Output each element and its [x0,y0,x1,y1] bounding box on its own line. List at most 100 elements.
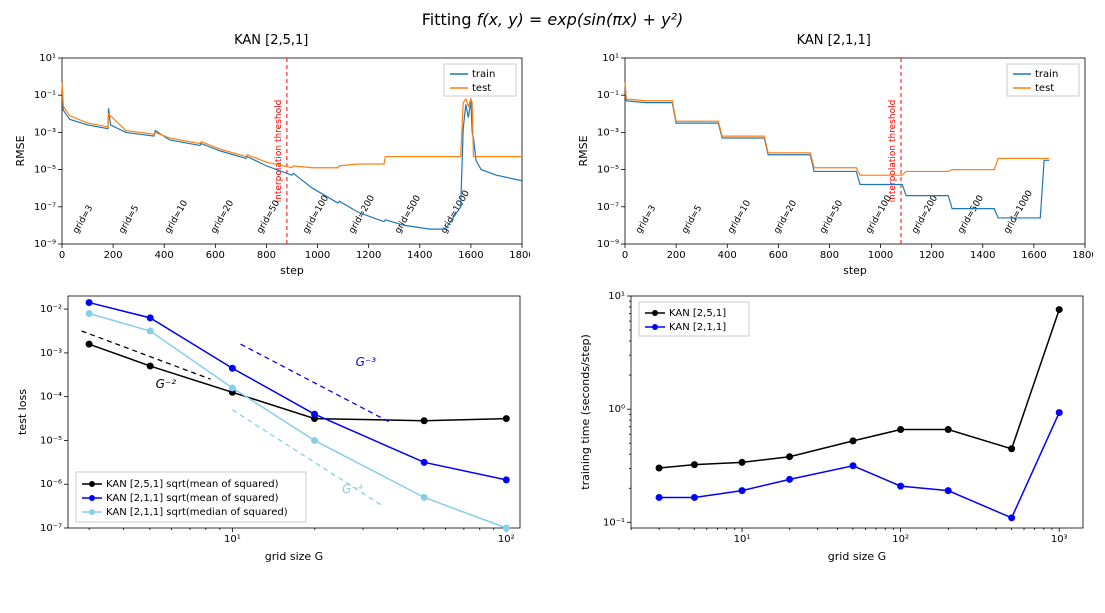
scaling-guide-label: G⁻² [156,377,177,391]
train-line [625,82,1049,218]
grid-annotation: grid=100 [864,194,894,236]
ytick-label: 10⁻⁴ [40,392,62,403]
test-line [625,82,1049,175]
xtick-label: 1600 [458,250,483,261]
y-axis-label: training time (seconds/step) [579,334,592,490]
series-marker [849,437,856,444]
grid-annotation: grid=3 [71,204,95,236]
series-marker [944,426,951,433]
panel-top-right: KAN [2,1,1] 0200400600800100012001400160… [573,33,1096,280]
series-marker [849,462,856,469]
series-marker [1055,306,1062,313]
ytick-label: 10⁻⁹ [596,239,618,250]
xtick-label: 1400 [407,250,432,261]
xtick-label: 1000 [305,250,330,261]
series-marker [421,459,428,466]
x-axis-label: grid size G [827,550,885,563]
series-marker [786,453,793,460]
ytick-label: 10⁻⁵ [40,435,62,446]
panel-bottom-left: 10¹10²10⁻⁷10⁻⁶10⁻⁵10⁻⁴10⁻³10⁻²grid size … [10,288,533,568]
series-marker [786,476,793,483]
y-axis-label: test loss [16,389,29,435]
y-axis-label: RMSE [14,135,27,166]
series-line [89,344,506,421]
ytick-label: 10⁻⁷ [596,202,618,213]
series-marker [503,476,510,483]
grid-annotation: grid=500 [393,194,423,236]
series-marker [503,525,510,532]
ytick-label: 10⁻⁷ [40,523,62,534]
series-marker [897,426,904,433]
series-marker [655,494,662,501]
xtick-label: 1800 [1072,250,1093,261]
legend-label: train [472,69,495,80]
legend-label: KAN [2,1,1] [669,322,726,333]
legend-label: test [1035,83,1054,94]
xtick-label: 200 [666,250,685,261]
series-marker [690,461,697,468]
grid-annotation: grid=500 [956,194,986,236]
y-axis-label: RMSE [577,135,590,166]
series-marker [147,314,154,321]
series-marker [503,415,510,422]
ytick-label: 10⁻³ [40,348,62,359]
xtick-label: 0 [621,250,627,261]
ytick-label: 10⁻¹ [596,90,618,101]
scaling-guide [82,331,211,379]
series-marker [147,363,154,370]
ytick-label: 10⁻³ [34,127,56,138]
grid-annotation: grid=5 [117,204,141,236]
grid-annotation: grid=3 [634,204,658,236]
xtick-label: 10¹ [733,534,750,545]
series-marker [311,437,318,444]
x-axis-label: grid size G [265,550,323,563]
ytick-label: 10⁻² [40,304,62,315]
legend-label: train [1035,69,1058,80]
series-marker [229,384,236,391]
ytick-label: 10⁻⁷ [34,202,56,213]
ytick-label: 10⁻⁹ [34,239,56,250]
series-marker [944,487,951,494]
grid-annotation: grid=200 [347,194,377,236]
subplot-title-tl: KAN [2,5,1] [10,33,533,48]
ytick-label: 10⁻¹ [602,517,624,528]
ytick-label: 10⁻³ [596,127,618,138]
grid-annotation: grid=200 [910,194,940,236]
legend-label: KAN [2,1,1] sqrt(mean of squared) [106,493,279,504]
grid-annotation: grid=20 [772,199,799,236]
chart-top-right: 02004006008001000120014001600180010⁻⁹10⁻… [573,50,1093,280]
interpolation-threshold-label: interpolation threshold [888,100,898,203]
ytick-label: 10⁻⁵ [596,165,618,176]
xtick-label: 1400 [970,250,995,261]
xtick-label: 1200 [356,250,381,261]
series-marker [421,494,428,501]
xtick-label: 1600 [1021,250,1046,261]
ytick-label: 10¹ [602,53,619,64]
series-marker [86,310,93,317]
xtick-label: 1200 [918,250,943,261]
grid-annotation: grid=10 [726,199,753,236]
ytick-label: 10⁻⁵ [34,165,56,176]
chart-bottom-right: 10¹10²10³10⁻¹10⁰10¹grid size Gtraining t… [573,288,1093,568]
xtick-label: 10³ [1050,534,1067,545]
grid-annotation: grid=10 [163,199,190,236]
legend-label: KAN [2,5,1] sqrt(mean of squared) [106,479,279,490]
xtick-label: 200 [104,250,123,261]
legend-label: test [472,83,491,94]
grid-annotation: grid=50 [818,199,845,236]
series-marker [690,494,697,501]
xtick-label: 10² [892,534,909,545]
panel-bottom-right: 10¹10²10³10⁻¹10⁰10¹grid size Gtraining t… [573,288,1096,568]
xtick-label: 10¹ [224,534,241,545]
series-marker [86,341,93,348]
series-marker [421,417,428,424]
ytick-label: 10¹ [39,53,56,64]
series-marker [311,411,318,418]
ytick-label: 10⁰ [608,404,625,415]
x-axis-label: step [280,264,304,277]
series-marker [897,483,904,490]
series-marker [1008,445,1015,452]
x-axis-label: step [843,264,867,277]
xtick-label: 1800 [509,250,530,261]
interpolation-threshold-label: interpolation threshold [274,100,284,203]
